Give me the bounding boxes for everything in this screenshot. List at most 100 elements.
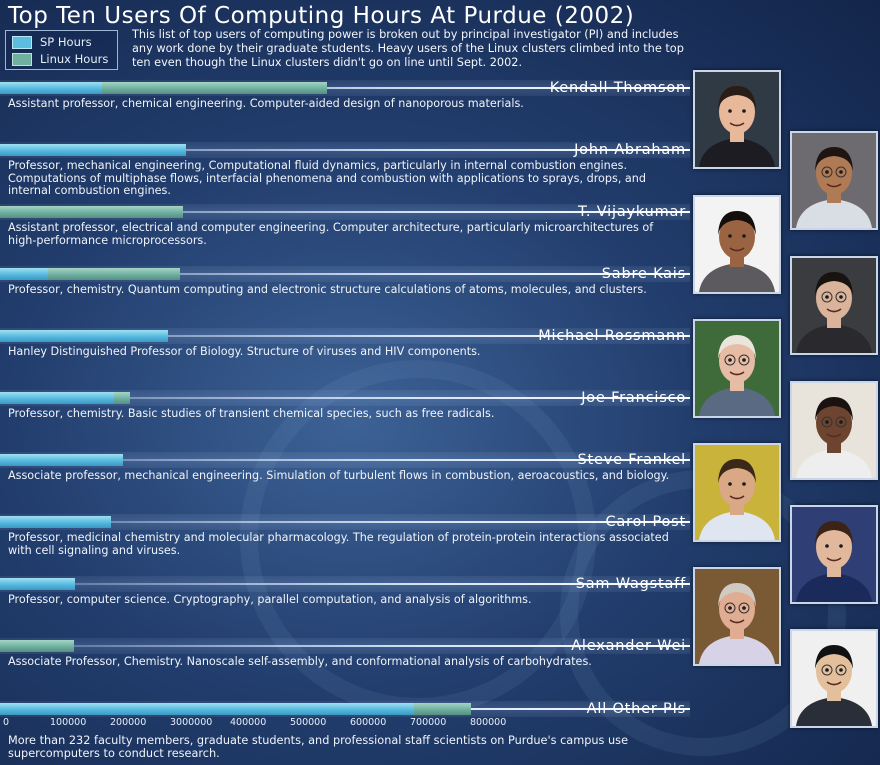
portrait-face bbox=[816, 276, 852, 320]
portrait-left-eye bbox=[728, 234, 732, 238]
pi-description: Professor, mechanical engineering, Compu… bbox=[8, 159, 646, 197]
x-tick-label: 3000000 bbox=[170, 717, 213, 728]
portrait-photo-steve-frankel bbox=[693, 443, 781, 542]
pi-description: Assistant professor, chemical engineerin… bbox=[8, 97, 524, 110]
bar-sp-all-other-pis bbox=[0, 703, 414, 715]
bar-sp-kendall-thomson bbox=[0, 82, 102, 94]
portrait-face bbox=[719, 587, 755, 631]
portrait-shoulders bbox=[796, 573, 872, 602]
pi-description: Assistant professor, electrical and comp… bbox=[8, 221, 654, 247]
portrait-shoulders bbox=[699, 138, 775, 167]
portrait-hair bbox=[718, 211, 756, 235]
bar-glow-line bbox=[0, 335, 690, 337]
bar-glow-line bbox=[0, 149, 690, 151]
portrait-left-eye bbox=[825, 544, 829, 548]
bar-glow-line bbox=[0, 521, 690, 523]
portrait-glasses-left bbox=[724, 602, 736, 614]
legend-label-linux: Linux Hours bbox=[40, 52, 109, 66]
portrait-left-eye bbox=[825, 668, 829, 672]
portrait-hair bbox=[815, 397, 853, 421]
bar-linux-kendall-thomson bbox=[102, 82, 327, 94]
portrait-hair bbox=[815, 147, 853, 171]
bar-linux-sabre-kais bbox=[48, 268, 180, 280]
portrait-right-eye bbox=[839, 544, 843, 548]
bar-glow-line bbox=[0, 645, 690, 647]
portrait-photo-sam-wagstaff bbox=[693, 567, 781, 666]
pi-description: Professor, chemistry. Basic studies of t… bbox=[8, 407, 495, 420]
bar-linux-all-other-pis bbox=[414, 703, 471, 715]
portrait-mouth bbox=[826, 557, 842, 562]
bar-sp-sam-wagstaff bbox=[0, 578, 75, 590]
category-label: Carol Post bbox=[605, 514, 686, 530]
portrait-mouth bbox=[729, 371, 745, 376]
portrait-hair bbox=[718, 86, 756, 110]
x-tick-label: 0 bbox=[3, 717, 10, 728]
x-tick-label: 400000 bbox=[230, 717, 267, 728]
bar-glow-line bbox=[0, 211, 690, 213]
portrait-glasses-right bbox=[738, 354, 750, 366]
footer-text: More than 232 faculty members, graduate … bbox=[8, 734, 629, 760]
x-tick-label: 600000 bbox=[350, 717, 387, 728]
bar-glow-line bbox=[0, 459, 690, 461]
portrait-hair bbox=[718, 583, 756, 607]
portrait-glasses-right bbox=[738, 602, 750, 614]
portrait-mouth bbox=[729, 122, 745, 127]
category-label: All Other PIs bbox=[586, 701, 686, 717]
portrait-right-eye bbox=[839, 420, 843, 424]
portrait-right-eye bbox=[742, 606, 746, 610]
bar-sp-john-abraham bbox=[0, 144, 186, 156]
bar-sp-michael-rossmann bbox=[0, 330, 168, 342]
pi-description: Professor, computer science. Cryptograph… bbox=[8, 593, 532, 606]
portrait-hair bbox=[815, 272, 853, 296]
portrait-glasses-right bbox=[835, 291, 847, 303]
portrait-glasses-left bbox=[821, 166, 833, 178]
bar-sp-sabre-kais bbox=[0, 268, 48, 280]
portrait-mouth bbox=[729, 247, 745, 252]
portrait-photo-carol-post bbox=[790, 505, 878, 604]
pi-description: Associate professor, mechanical engineer… bbox=[8, 469, 670, 482]
portrait-mouth bbox=[729, 495, 745, 500]
portrait-shoulders bbox=[699, 387, 775, 416]
portrait-left-eye bbox=[728, 606, 732, 610]
portrait-left-eye bbox=[825, 420, 829, 424]
portrait-shoulders bbox=[699, 511, 775, 540]
portrait-hair bbox=[815, 521, 853, 545]
portrait-right-eye bbox=[742, 482, 746, 486]
chart-title: Top Ten Users Of Computing Hours At Purd… bbox=[8, 3, 635, 29]
legend-item-linux: Linux Hours bbox=[12, 52, 108, 66]
category-label: Alexander Wei bbox=[571, 638, 686, 654]
portrait-right-eye bbox=[742, 109, 746, 113]
portrait-mouth bbox=[729, 619, 745, 624]
portrait-face bbox=[719, 215, 755, 259]
portrait-right-eye bbox=[839, 295, 843, 299]
portrait-photo-john-abraham bbox=[790, 131, 878, 230]
portrait-face bbox=[816, 525, 852, 569]
portrait-mouth bbox=[826, 681, 842, 686]
portrait-photo-alexander-wei bbox=[790, 629, 878, 728]
category-label: Steve Frankel bbox=[577, 452, 686, 468]
portrait-left-eye bbox=[728, 109, 732, 113]
x-tick-label: 700000 bbox=[410, 717, 447, 728]
bar-linux-t-vijaykumar bbox=[0, 206, 183, 218]
legend-swatch-linux bbox=[12, 52, 32, 66]
legend-item-sp: SP Hours bbox=[12, 35, 92, 49]
portrait-hair bbox=[815, 645, 853, 669]
pi-description: Professor, chemistry. Quantum computing … bbox=[8, 283, 647, 296]
bar-glow-line bbox=[0, 397, 690, 399]
portrait-glasses-left bbox=[724, 354, 736, 366]
intro-text: This list of top users of computing powe… bbox=[132, 28, 684, 69]
portrait-face bbox=[816, 151, 852, 195]
portrait-shoulders bbox=[796, 697, 872, 726]
portrait-glasses-right bbox=[835, 166, 847, 178]
portrait-left-eye bbox=[728, 482, 732, 486]
x-tick-label: 500000 bbox=[290, 717, 327, 728]
bar-linux-alexander-wei bbox=[0, 640, 74, 652]
pi-description: Hanley Distinguished Professor of Biolog… bbox=[8, 345, 481, 358]
portrait-face bbox=[719, 339, 755, 383]
portrait-hair bbox=[718, 459, 756, 483]
bar-glow-line bbox=[0, 583, 690, 585]
portrait-left-eye bbox=[825, 295, 829, 299]
bar-linux-joe-francisco bbox=[114, 392, 131, 404]
portrait-glasses-left bbox=[821, 291, 833, 303]
portrait-photo-kendall-thomson bbox=[693, 70, 781, 169]
